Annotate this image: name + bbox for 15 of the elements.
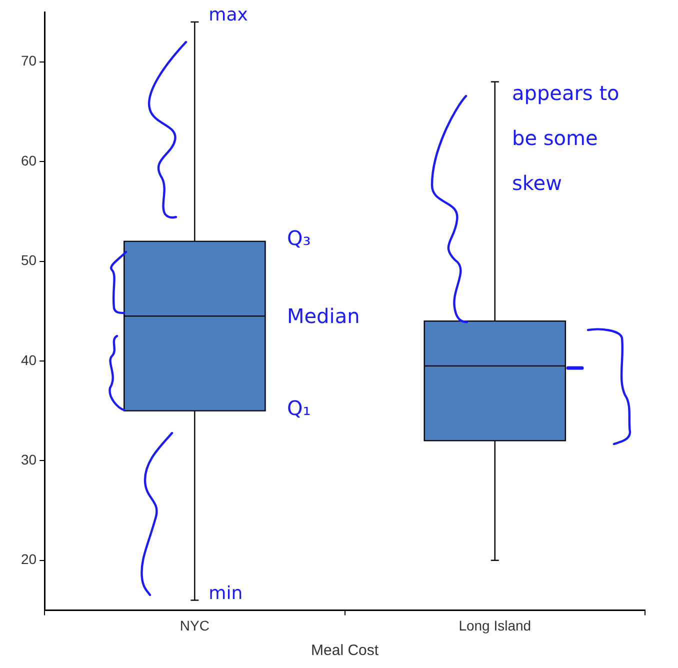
y-tick-label: 40 [20, 352, 37, 368]
y-tick-label: 30 [20, 452, 37, 468]
annotation: min [208, 582, 243, 604]
x-tick-label: NYC [180, 617, 210, 634]
x-tick-label: Long Island [458, 617, 532, 634]
y-tick-label: 60 [20, 152, 37, 168]
x-axis-title: Meal Cost [311, 642, 380, 660]
annotation: appears to be some skew [512, 81, 620, 196]
y-tick-label: 50 [20, 252, 37, 268]
annotation: Q₃ [287, 226, 311, 250]
y-tick-label: 70 [20, 52, 37, 69]
annotation: max [208, 4, 248, 26]
annotation: Median [287, 304, 360, 328]
y-tick-label: 20 [20, 551, 37, 568]
annotation: Q₁ [287, 396, 311, 420]
